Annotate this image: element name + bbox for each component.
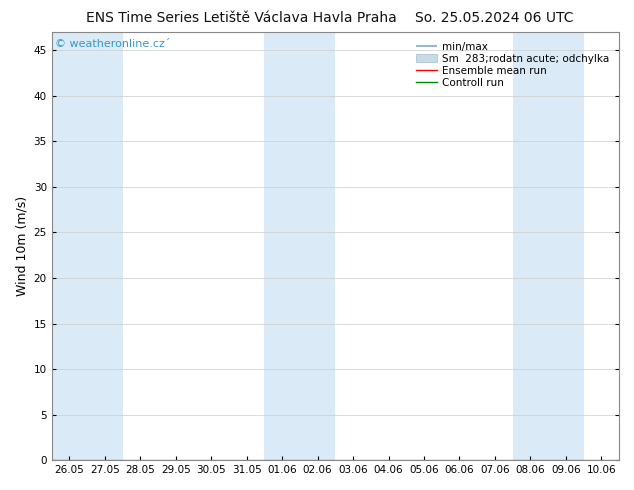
Text: So. 25.05.2024 06 UTC: So. 25.05.2024 06 UTC: [415, 11, 574, 25]
Text: © weatheronline.cz´: © weatheronline.cz´: [55, 39, 170, 49]
Bar: [548, 32, 583, 460]
Y-axis label: Wind 10m (m/s): Wind 10m (m/s): [15, 196, 28, 296]
Bar: [51, 32, 87, 460]
Legend: min/max, Sm  283;rodatn acute; odchylka, Ensemble mean run, Controll run: min/max, Sm 283;rodatn acute; odchylka, …: [412, 37, 614, 92]
Bar: [87, 32, 122, 460]
Bar: [264, 32, 300, 460]
Text: ENS Time Series Letiště Václava Havla Praha: ENS Time Series Letiště Václava Havla Pr…: [86, 11, 396, 25]
Bar: [513, 32, 548, 460]
Bar: [300, 32, 335, 460]
